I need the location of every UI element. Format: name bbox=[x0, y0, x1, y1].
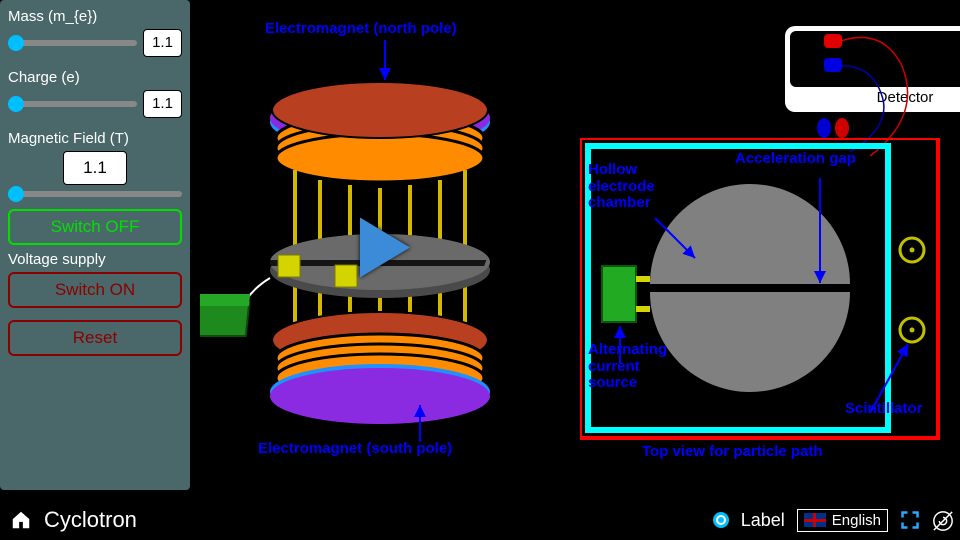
charge-slider[interactable] bbox=[8, 101, 137, 107]
top-view-caption: Top view for particle path bbox=[642, 443, 823, 460]
label-scintillator: Scintillator bbox=[845, 400, 923, 417]
charge-value[interactable]: 1.1 bbox=[143, 90, 182, 118]
home-icon[interactable] bbox=[8, 507, 34, 533]
label-toggle-text: Label bbox=[741, 510, 785, 531]
switch-on-button[interactable]: Switch ON bbox=[8, 272, 182, 308]
control-panel: Mass (m_{e}) 1.1 Charge (e) 1.1 Magnetic… bbox=[0, 0, 190, 490]
switch-off-button[interactable]: Switch OFF bbox=[8, 209, 182, 245]
play-button[interactable] bbox=[350, 213, 420, 288]
voltage-supply-label: Voltage supply bbox=[8, 251, 182, 268]
language-selector[interactable]: English bbox=[797, 509, 888, 532]
fullscreen-icon[interactable] bbox=[900, 510, 920, 530]
mass-value[interactable]: 1.1 bbox=[143, 29, 182, 57]
magfield-slider[interactable] bbox=[8, 191, 182, 197]
led-indicators bbox=[814, 116, 854, 146]
charge-label: Charge (e) bbox=[8, 69, 182, 86]
label-hollow-chamber: Hollow electrode chamber bbox=[588, 162, 678, 212]
app-title: Cyclotron bbox=[44, 507, 137, 533]
magfield-label: Magnetic Field (T) bbox=[8, 130, 182, 147]
label-alt-source: Alternating current source bbox=[588, 342, 688, 392]
magfield-value[interactable]: 1.1 bbox=[63, 151, 127, 185]
label-south-pole: Electromagnet (south pole) bbox=[258, 440, 452, 457]
mass-group: Mass (m_{e}) 1.1 bbox=[8, 8, 182, 57]
magfield-group: Magnetic Field (T) 1.1 bbox=[8, 130, 182, 197]
reset-button[interactable]: Reset bbox=[8, 320, 182, 356]
label-toggle-radio[interactable] bbox=[713, 512, 729, 528]
label-north-pole: Electromagnet (north pole) bbox=[265, 20, 457, 37]
language-label: English bbox=[832, 512, 881, 529]
uk-flag-icon bbox=[804, 513, 826, 527]
mass-label: Mass (m_{e}) bbox=[8, 8, 182, 25]
bottom-bar: Cyclotron Label English bbox=[0, 500, 960, 540]
info-icon[interactable] bbox=[932, 510, 952, 530]
mass-slider[interactable] bbox=[8, 40, 137, 46]
label-acceleration-gap: Acceleration gap bbox=[735, 150, 856, 167]
charge-group: Charge (e) 1.1 bbox=[8, 69, 182, 118]
simulation-stage: Electromagnet (north pole) Electromagnet… bbox=[190, 0, 960, 500]
